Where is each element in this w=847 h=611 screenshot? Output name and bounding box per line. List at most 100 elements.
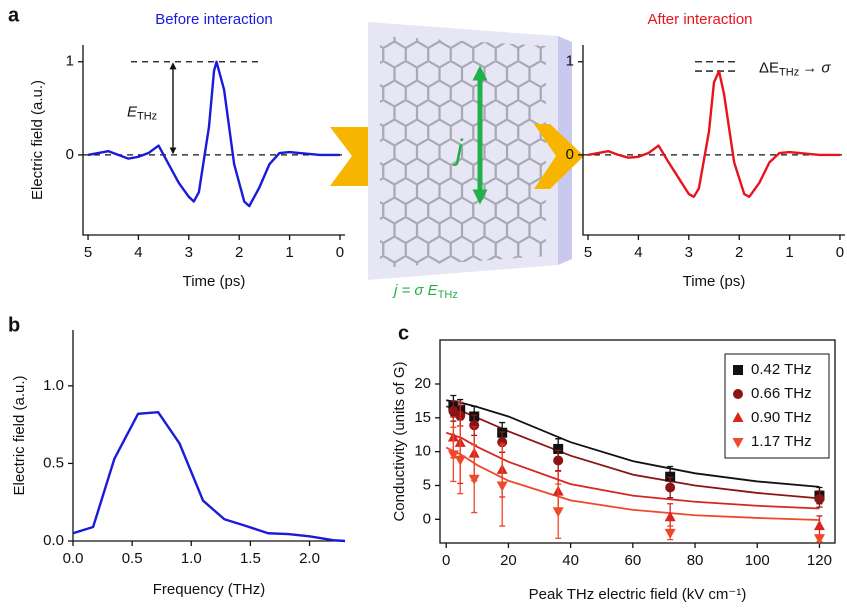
x-tick-label: 5 — [584, 244, 592, 261]
marker — [664, 528, 676, 539]
x-tick-label: 20 — [500, 552, 517, 569]
x-tick-label: 2.0 — [299, 550, 320, 567]
chart-title: Before interaction — [155, 11, 273, 28]
marker — [553, 443, 564, 454]
y-tick-label: 0 — [423, 510, 431, 527]
annotation: ΔETHz → σ — [759, 59, 831, 78]
x-tick-label: 0.0 — [63, 550, 84, 567]
fit-line — [445, 405, 820, 500]
x-axis-label: Time (ps) — [683, 273, 746, 290]
legend-label: 1.17 THz — [751, 433, 812, 450]
chart-panel: 0 20 40 60 80 100 120 0 5 10 15 20 c Peak THz electri… — [391, 322, 836, 603]
chart-panel: 5 4 3 2 1 0 0 1 After interaction Time (ps) ΔETHz →… — [566, 11, 845, 290]
graphene-lattice — [380, 36, 546, 268]
marker — [496, 481, 508, 492]
y-tick-label: 1 — [566, 53, 574, 70]
legend-marker — [732, 438, 744, 448]
annotation-suffix: → σ — [802, 59, 831, 76]
legend-marker — [732, 412, 744, 422]
y-tick-label: 1 — [66, 53, 74, 70]
equation: j = σ ETHz — [392, 282, 458, 301]
y-tick-label: 0 — [566, 146, 574, 163]
x-tick-label: 1.5 — [240, 550, 261, 567]
x-tick-label: 4 — [134, 244, 142, 261]
legend-label: 0.90 THz — [751, 409, 812, 426]
x-tick-label: 0 — [836, 244, 844, 261]
x-tick-label: 3 — [185, 244, 193, 261]
x-tick-label: 1 — [285, 244, 293, 261]
data-line — [587, 69, 840, 199]
x-tick-label: 0 — [442, 552, 450, 569]
marker — [814, 494, 825, 505]
axes — [82, 45, 345, 236]
legend-marker — [733, 365, 743, 375]
panel-label: a — [8, 4, 20, 26]
x-tick-label: 40 — [562, 552, 579, 569]
x-tick-label: 2 — [235, 244, 243, 261]
y-tick-label: 20 — [414, 375, 431, 392]
fit-line — [445, 431, 820, 510]
marker — [553, 455, 564, 466]
outgoing-pulse-arrow — [534, 124, 584, 189]
data-line — [72, 411, 346, 543]
marker — [468, 474, 480, 485]
y-tick-label: 15 — [414, 409, 431, 426]
equation-subscript: THz — [438, 289, 458, 301]
chart-panel: 5 4 3 2 1 0 0 1 Before interaction a Time (ps) Elec… — [8, 4, 345, 290]
annotation-main: ΔE — [759, 59, 779, 76]
marker — [813, 520, 825, 531]
x-tick-label: 4 — [634, 244, 642, 261]
legend-marker — [733, 389, 743, 399]
fit-line — [445, 446, 820, 521]
graphene-diagram: j j = σ ETHz — [330, 22, 584, 301]
marker — [552, 507, 564, 518]
axes — [582, 45, 845, 236]
marker — [454, 455, 466, 466]
x-axis-label: Time (ps) — [183, 273, 246, 290]
y-tick-label: 0 — [66, 146, 74, 163]
y-tick-label: 0.5 — [43, 454, 64, 471]
x-axis-label: Frequency (THz) — [153, 581, 266, 598]
data-line — [87, 60, 340, 208]
y-axis-label: Electric field (a.u.) — [29, 80, 46, 200]
annotation-subscript: THz — [779, 66, 799, 78]
annotation-main: E — [127, 103, 138, 120]
legend-label: 0.66 THz — [751, 385, 812, 402]
y-tick-label: 0.0 — [43, 532, 64, 549]
x-tick-label: 1 — [785, 244, 793, 261]
marker — [664, 511, 676, 522]
marker — [665, 482, 676, 493]
axes — [72, 330, 345, 542]
x-tick-label: 100 — [745, 552, 770, 569]
marker — [665, 471, 676, 482]
marker — [813, 534, 825, 545]
x-tick-label: 1.0 — [181, 550, 202, 567]
marker — [469, 420, 480, 431]
plot-frame — [439, 339, 836, 544]
x-tick-label: 2 — [735, 244, 743, 261]
chart-title: After interaction — [647, 11, 752, 28]
x-axis-label: Peak THz electric field (kV cm⁻¹) — [529, 586, 747, 603]
annotation: ETHz — [127, 103, 157, 122]
y-tick-label: 10 — [414, 443, 431, 460]
x-tick-label: 0 — [336, 244, 344, 261]
x-tick-label: 60 — [624, 552, 641, 569]
y-tick-label: 5 — [423, 476, 431, 493]
marker — [447, 450, 459, 461]
x-tick-label: 0.5 — [122, 550, 143, 567]
x-tick-label: 3 — [685, 244, 693, 261]
y-axis-label: Conductivity (units of G) — [391, 361, 408, 521]
x-tick-label: 120 — [807, 552, 832, 569]
x-tick-label: 5 — [84, 244, 92, 261]
panel-label: b — [8, 314, 20, 336]
x-tick-label: 80 — [687, 552, 704, 569]
panel-label: c — [398, 322, 409, 344]
annotation-subscript: THz — [137, 110, 157, 122]
fit-line — [446, 399, 820, 488]
y-axis-label: Electric field (a.u.) — [11, 375, 28, 495]
equation-main: j = σ E — [392, 282, 439, 299]
y-tick-label: 1.0 — [43, 377, 64, 394]
chart-panel: 0.0 0.5 1.0 1.5 2.0 0.0 0.5 1.0 b Frequency (THz)… — [8, 314, 346, 598]
